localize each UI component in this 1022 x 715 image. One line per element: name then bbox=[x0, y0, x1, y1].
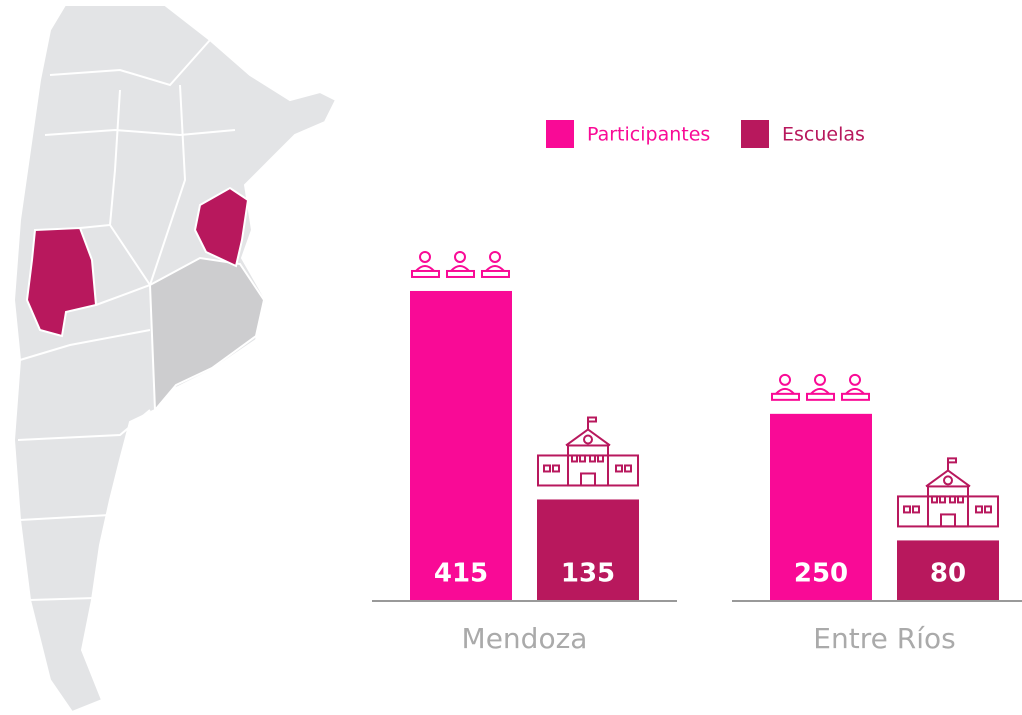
bar bbox=[537, 499, 639, 600]
bar bbox=[770, 413, 872, 600]
icon-part bbox=[984, 505, 992, 514]
participants-icon bbox=[771, 373, 870, 401]
icon-part bbox=[419, 250, 431, 263]
province-borders bbox=[17, 39, 236, 601]
province-entre-rios bbox=[193, 186, 250, 268]
participants-icon bbox=[411, 250, 510, 278]
icon-part bbox=[814, 373, 826, 386]
icon-part bbox=[567, 444, 609, 487]
icon-part bbox=[903, 505, 911, 514]
value-label: 135 bbox=[561, 559, 615, 589]
icon-part bbox=[571, 454, 578, 463]
icon-part bbox=[580, 472, 596, 487]
icon-part bbox=[615, 464, 623, 473]
legend-swatch bbox=[546, 120, 574, 148]
legend-swatch bbox=[741, 120, 769, 148]
icon-part bbox=[454, 250, 466, 263]
icon-part bbox=[552, 464, 560, 473]
icon-part bbox=[940, 513, 956, 528]
icon-part bbox=[925, 469, 971, 488]
icon-part bbox=[543, 464, 551, 473]
x-tick-label: Entre Ríos bbox=[813, 622, 955, 655]
icon-part bbox=[583, 434, 593, 445]
icon-part bbox=[849, 373, 861, 386]
icon-part bbox=[943, 475, 953, 486]
bar bbox=[897, 540, 999, 600]
icon-part bbox=[949, 495, 956, 504]
icon-part bbox=[579, 454, 586, 463]
icon-part bbox=[939, 495, 946, 504]
icon-part bbox=[597, 454, 604, 463]
value-label: 80 bbox=[930, 559, 966, 589]
school-icon bbox=[537, 416, 639, 487]
icon-part bbox=[845, 387, 865, 395]
icon-part bbox=[912, 505, 920, 514]
legend-label: Participantes bbox=[587, 124, 710, 146]
bar bbox=[410, 290, 512, 600]
icon-part bbox=[589, 454, 596, 463]
icon-part bbox=[779, 373, 791, 386]
icon-part bbox=[810, 387, 830, 395]
icon-part bbox=[947, 457, 957, 471]
icon-part bbox=[415, 264, 435, 272]
map bbox=[12, 4, 338, 714]
province-buenos-aires bbox=[148, 256, 266, 413]
icon-part bbox=[927, 485, 969, 528]
province-mendoza bbox=[25, 226, 98, 338]
icon-part bbox=[489, 250, 501, 263]
value-label: 250 bbox=[794, 559, 848, 589]
icon-part bbox=[957, 495, 964, 504]
icon-part bbox=[841, 392, 870, 401]
icon-part bbox=[771, 392, 800, 401]
icon-part bbox=[481, 269, 510, 278]
icon-part bbox=[446, 269, 475, 278]
icon-part bbox=[587, 416, 597, 430]
legend-label: Escuelas bbox=[782, 124, 865, 146]
legend: Participantes Escuelas bbox=[546, 120, 865, 148]
x-tick-label: Mendoza bbox=[462, 622, 588, 655]
school-icon bbox=[897, 457, 999, 528]
icon-part bbox=[975, 505, 983, 514]
value-label: 415 bbox=[434, 559, 488, 589]
icon-part bbox=[931, 495, 938, 504]
icon-part bbox=[450, 264, 470, 272]
icon-part bbox=[624, 464, 632, 473]
icon-part bbox=[806, 392, 835, 401]
icon-part bbox=[411, 269, 440, 278]
icon-part bbox=[485, 264, 505, 272]
icon-part bbox=[775, 387, 795, 395]
